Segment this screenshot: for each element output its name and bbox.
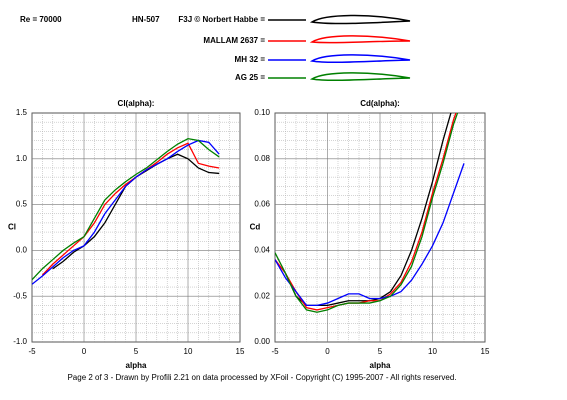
- series-line: [275, 113, 459, 313]
- series-line: [41, 142, 220, 276]
- series-line: [275, 113, 457, 311]
- legend-label: F3J © Norbert Habbe =: [178, 15, 265, 24]
- y-tick-label: 1.5: [16, 108, 28, 117]
- legend-label: MH 32 =: [235, 55, 266, 64]
- y-tick-label: 0.0: [16, 246, 28, 255]
- shape-ag25: [309, 72, 411, 82]
- chart-title: Cl(alpha):: [118, 99, 155, 108]
- plot-lines: [32, 137, 220, 285]
- x-axis-label: alpha: [370, 361, 391, 370]
- airfoil-shapes: [309, 14, 411, 82]
- x-tick-label: -5: [28, 347, 36, 356]
- y-tick-label: 0.10: [254, 108, 270, 117]
- x-tick-label: 0: [82, 347, 87, 356]
- x-tick-label: 5: [378, 347, 383, 356]
- series-line: [32, 139, 220, 285]
- y-tick-label: 0.5: [16, 200, 28, 209]
- y-tick-label: 0.08: [254, 154, 270, 163]
- series-line: [32, 137, 220, 281]
- x-tick-label: 0: [325, 347, 330, 356]
- x-tick-label: -5: [271, 347, 279, 356]
- x-tick-label: 10: [184, 347, 193, 356]
- x-axis-label: alpha: [126, 361, 147, 370]
- chart-title: Cd(alpha):: [360, 99, 400, 108]
- y-tick-label: -0.5: [13, 291, 27, 300]
- footer: Page 2 of 3 - Drawn by Profili 2.21 on d…: [67, 373, 456, 382]
- y-axis-label: Cd: [250, 223, 261, 232]
- y-tick-label: 0.00: [254, 337, 270, 346]
- legend-label: AG 25 =: [235, 73, 265, 82]
- y-tick-label: -1.0: [13, 337, 27, 346]
- series-line: [275, 163, 465, 307]
- y-tick-label: 1.0: [16, 154, 28, 163]
- shape-mallam: [309, 35, 411, 44]
- legend-label: MALLAM 2637 =: [203, 36, 265, 45]
- x-tick-label: 10: [428, 347, 437, 356]
- y-tick-label: 0.02: [254, 291, 270, 300]
- shape-mh32: [309, 54, 411, 64]
- plot-lines: [275, 113, 465, 313]
- x-tick-label: 15: [236, 347, 245, 356]
- airfoil-name: HN-507: [132, 15, 160, 24]
- y-tick-label: 0.04: [254, 246, 270, 255]
- x-tick-label: 15: [481, 347, 490, 356]
- shape-f3j: [309, 14, 411, 25]
- x-tick-label: 5: [134, 347, 139, 356]
- reynolds: Re = 70000: [20, 15, 62, 24]
- y-tick-label: 0.06: [254, 200, 270, 209]
- y-axis-label: Cl: [8, 223, 16, 232]
